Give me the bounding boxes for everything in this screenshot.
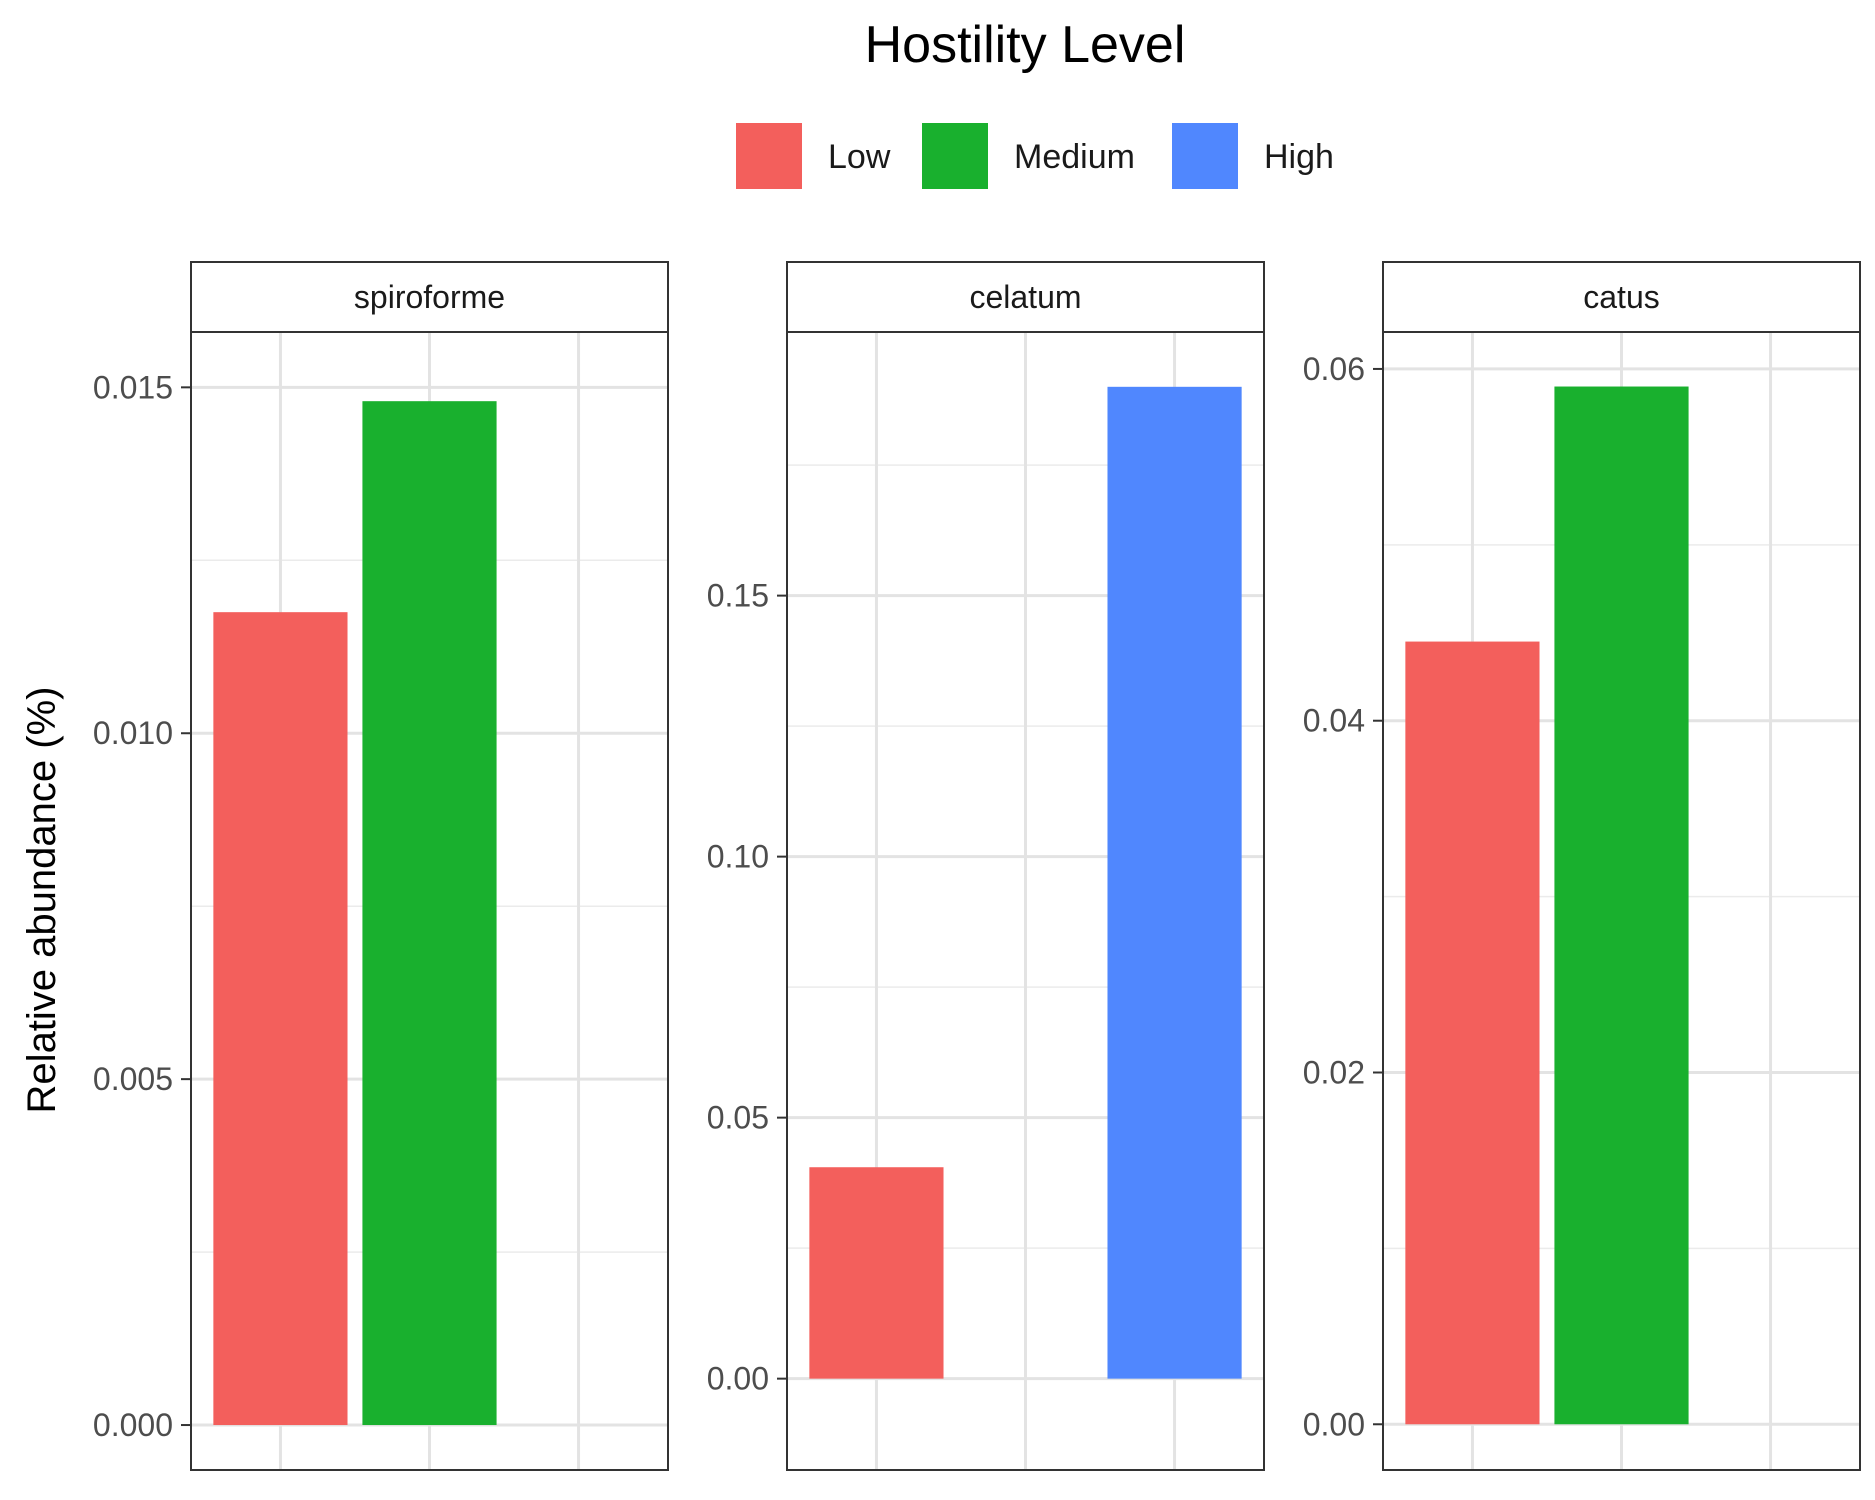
facet-panel-spiroforme: spiroforme 0.000 0.005 0.010 0.015 [93, 261, 669, 1471]
facet-panel-catus: catus 0.00 0.02 0.04 0.06 [1303, 261, 1861, 1471]
y-tick-label: 0.005 [93, 1061, 173, 1097]
strip-box [190, 261, 669, 333]
legend-key-high [1172, 123, 1238, 189]
y-tick-label: 0.00 [1303, 1406, 1365, 1442]
y-tick-label: 0.02 [1303, 1054, 1365, 1090]
strip-label: spiroforme [354, 279, 505, 315]
legend-label-medium: Medium [1014, 138, 1135, 176]
y-tick-label: 0.00 [707, 1361, 769, 1397]
legend: Low Medium High [736, 123, 1334, 189]
y-tick-label: 0.04 [1303, 703, 1365, 739]
y-axis-title: Relative abundance (%) [20, 687, 64, 1114]
bar-catus-medium [1554, 386, 1689, 1425]
legend-key-medium [922, 123, 988, 189]
y-tick-label: 0.05 [707, 1100, 769, 1136]
y-tick-label: 0.06 [1303, 351, 1365, 387]
strip-box [1382, 261, 1861, 333]
strip-label: catus [1583, 279, 1659, 315]
bar-catus-low [1405, 641, 1540, 1425]
y-tick-label: 0.15 [707, 578, 769, 614]
y-tick-label: 0.000 [93, 1407, 173, 1443]
legend-title: Hostility Level [865, 16, 1186, 74]
y-tick-label: 0.10 [707, 839, 769, 875]
legend-label-high: High [1264, 138, 1334, 176]
y-tick-label: 0.010 [93, 715, 173, 751]
bar-celatum-low [809, 1167, 944, 1379]
legend-key-low [736, 123, 802, 189]
bar-celatum-high [1107, 386, 1242, 1379]
strip-label: celatum [969, 279, 1081, 315]
legend-label-low: Low [828, 138, 891, 176]
bar-spiroforme-medium [362, 401, 497, 1426]
bar-spiroforme-low [213, 612, 348, 1426]
y-tick-label: 0.015 [93, 369, 173, 405]
facet-panels: spiroforme 0.000 0.005 0.010 0.015 celatum 0.0… [93, 261, 1861, 1471]
strip-box [786, 261, 1265, 333]
facet-panel-celatum: celatum 0.00 0.05 0.10 0.15 [707, 261, 1265, 1471]
